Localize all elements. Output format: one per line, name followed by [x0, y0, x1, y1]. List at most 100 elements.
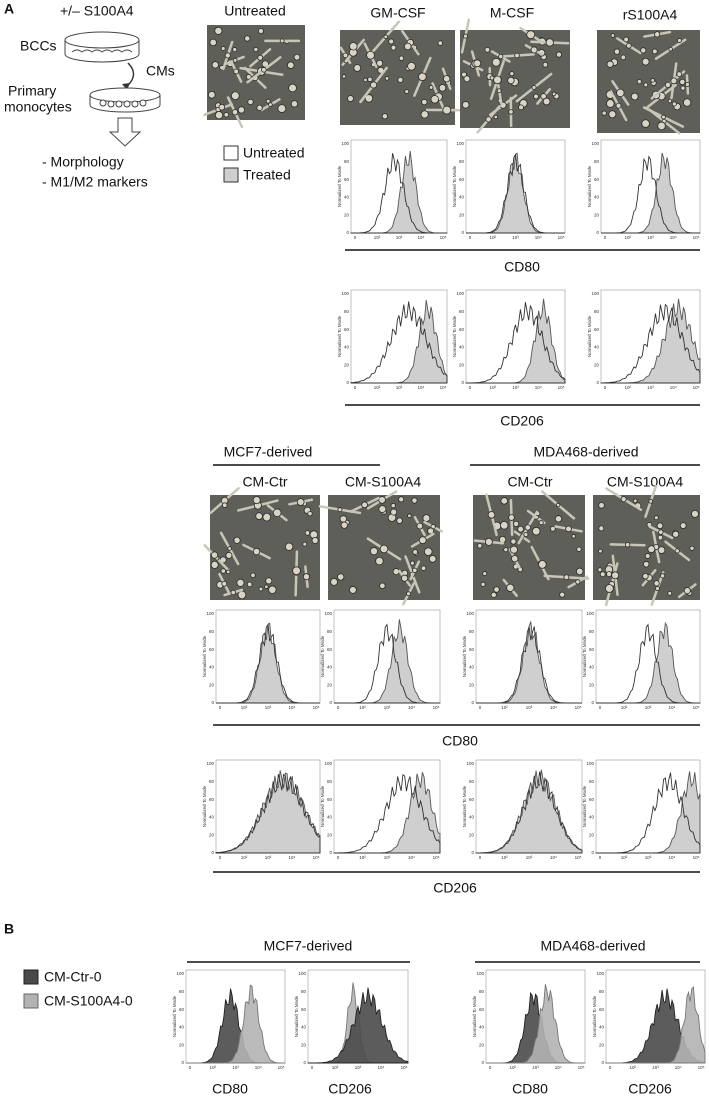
round-cell [530, 46, 538, 54]
x-tick-label: 10⁴ [289, 855, 296, 860]
round-cell [438, 84, 447, 92]
y-axis-label: Normalized To Mode [587, 315, 592, 357]
y-tick-label: 100 [341, 291, 349, 296]
round-cell [683, 587, 691, 595]
histogram-curve [601, 155, 700, 234]
histogram-curve [186, 984, 286, 1064]
y-tick-label: 40 [589, 815, 595, 820]
x-tick-label: 10³ [396, 385, 403, 390]
round-cell [250, 572, 256, 578]
x-tick-label: 10² [241, 855, 248, 860]
y-tick-label: 60 [344, 177, 350, 182]
x-tick-label: 10⁴ [418, 235, 425, 240]
round-cell [518, 104, 524, 111]
histogram: Normalized To Mode 0 20 40 60 80 100 0 10² 10³ 10⁴… [202, 759, 321, 860]
round-cell [427, 527, 435, 535]
round-cell [214, 111, 224, 120]
round-cell [598, 502, 605, 509]
y-axis-label: Normalized To Mode [582, 635, 587, 677]
x-tick-label: 0 [337, 855, 340, 860]
target-label: monocytes [4, 99, 72, 115]
y-tick-label: 100 [466, 611, 474, 616]
x-tick-label: 0 [469, 385, 472, 390]
round-cell [657, 546, 666, 554]
x-tick-label: 10⁴ [669, 855, 676, 860]
x-tick-label: 0 [189, 1065, 192, 1070]
round-cell [227, 546, 232, 551]
histogram: Normalized To Mode 0 20 40 60 80 100 0 10² 10³ 10⁴… [452, 289, 566, 390]
round-cell [268, 102, 273, 107]
y-axis-label: Normalized To Mode [587, 165, 592, 207]
round-cell [658, 529, 664, 535]
round-cell [509, 545, 518, 554]
y-tick-label: 40 [479, 1025, 485, 1030]
histogram: Normalized To Mode 0 20 40 60 80 100 0 10² 10³ 10⁴… [320, 759, 441, 860]
y-tick-label: 20 [459, 212, 465, 217]
condition-title: CM-S100A4 [607, 474, 683, 490]
x-tick-label: 0 [219, 705, 222, 710]
legend-label: CM-S100A4-0 [44, 993, 133, 1009]
source-label: BCCs [20, 38, 57, 54]
round-cell [545, 38, 554, 47]
round-cell [265, 98, 271, 104]
round-cell [407, 513, 412, 518]
x-tick-label: 10⁵ [698, 1065, 705, 1070]
x-tick-label: 0 [311, 1065, 314, 1070]
group-title: MDA468-derived [540, 938, 645, 954]
round-cell [616, 88, 625, 98]
round-cell [657, 121, 666, 131]
histogram-curve [333, 773, 441, 854]
x-tick-label: 10⁵ [440, 235, 447, 240]
y-tick-label: 20 [599, 1042, 605, 1047]
round-cell [644, 553, 651, 559]
x-tick-label: 10⁵ [575, 855, 582, 860]
histogram-curve [600, 303, 701, 384]
y-axis-label: Normalized To Mode [472, 995, 477, 1037]
round-cell [221, 580, 228, 587]
y-tick-label: 20 [589, 682, 595, 687]
round-cell [375, 556, 384, 566]
y-tick-label: 0 [596, 380, 599, 385]
round-cell [311, 536, 319, 544]
round-cell [383, 34, 388, 40]
x-tick-label: 10³ [645, 705, 652, 710]
y-tick-label: 80 [344, 309, 350, 314]
round-cell [604, 584, 614, 593]
round-cell [660, 573, 666, 579]
round-cell [363, 77, 368, 83]
y-tick-label: 0 [461, 230, 464, 235]
x-tick-label: 0 [479, 855, 482, 860]
x-tick-label: 10⁵ [278, 1065, 285, 1070]
round-cell [286, 61, 295, 69]
round-cell [341, 74, 347, 79]
x-tick-label: 10⁴ [255, 1065, 262, 1070]
round-cell [353, 64, 362, 72]
x-tick-label: 0 [489, 1065, 492, 1070]
condition-title: CM-S100A4 [345, 474, 421, 490]
round-cell [630, 92, 639, 101]
y-tick-label: 100 [176, 971, 184, 976]
histogram-curve [606, 986, 706, 1064]
histogram: Normalized To Mode 0 20 40 60 80 100 0 10² 10³ 10⁴… [337, 139, 448, 240]
round-cell [364, 94, 374, 103]
round-cell [293, 53, 301, 61]
round-cell [506, 583, 515, 592]
round-cell [653, 580, 660, 587]
x-tick-label: 10³ [355, 1065, 362, 1070]
marker-label: CD80 [442, 733, 478, 749]
round-cell [684, 81, 690, 87]
round-cell [661, 114, 666, 120]
x-tick-label: 10⁴ [418, 385, 425, 390]
round-cell [657, 534, 664, 541]
y-tick-label: 60 [327, 647, 333, 652]
medium-label: CMs [146, 63, 175, 79]
y-tick-label: 0 [303, 1060, 306, 1065]
round-cell [477, 543, 483, 549]
histogram: Normalized To Mode 0 20 40 60 80 100 0 10² 10³ 10⁴… [294, 969, 409, 1070]
x-tick-label: 10⁵ [693, 705, 700, 710]
round-cell [261, 67, 267, 73]
round-cell [407, 61, 416, 71]
round-cell [487, 511, 496, 519]
histogram-curve [216, 623, 320, 704]
y-tick-label: 20 [179, 1042, 185, 1047]
